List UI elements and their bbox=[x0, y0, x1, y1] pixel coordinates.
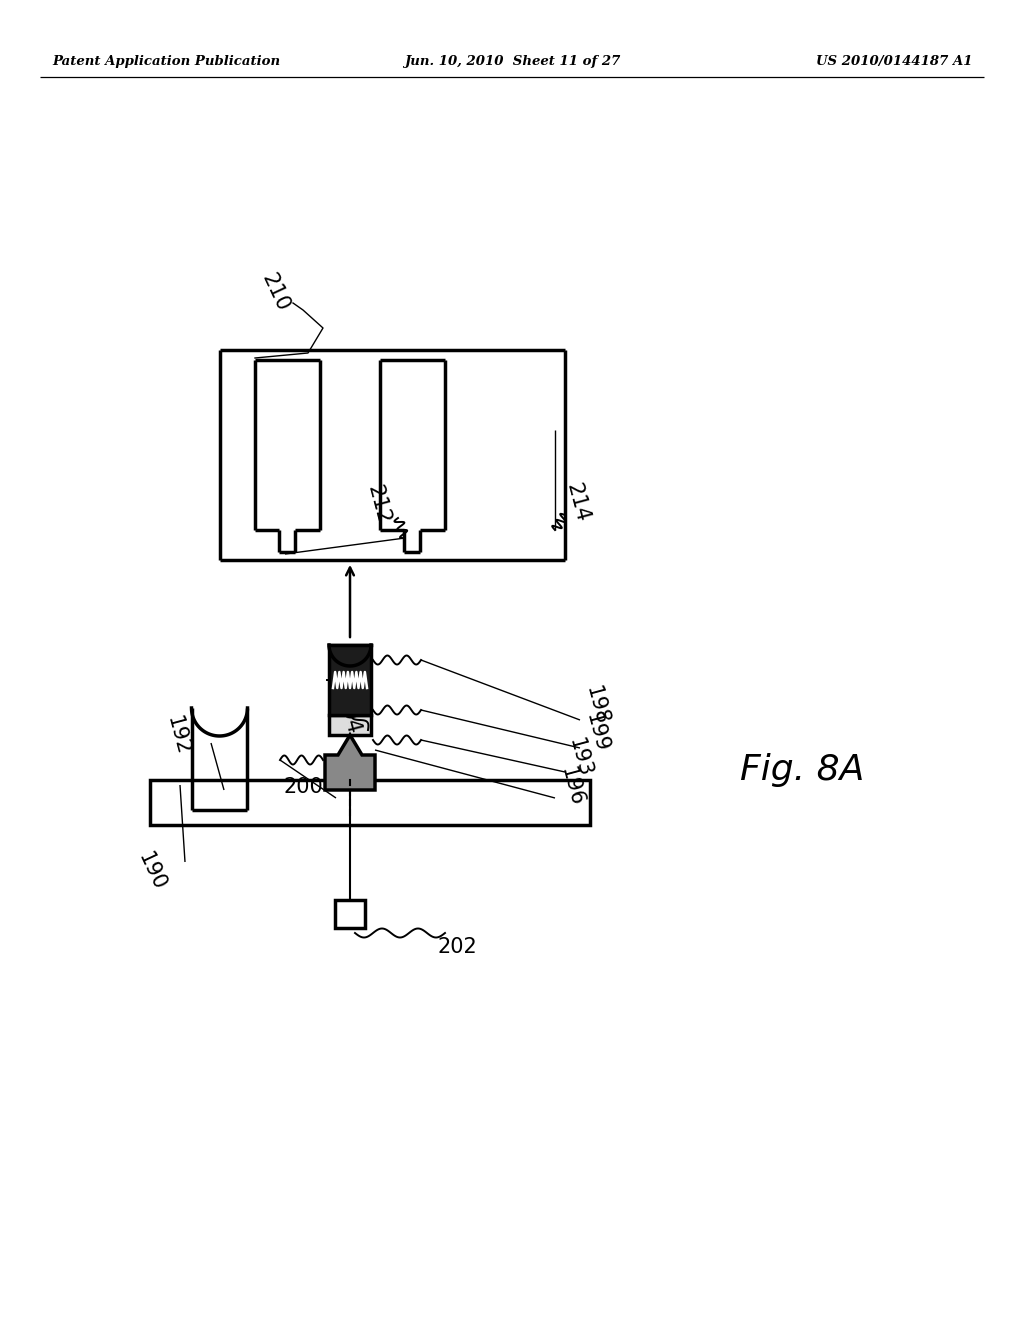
Text: 190: 190 bbox=[134, 850, 170, 894]
Bar bbox=[150, 780, 590, 825]
Text: 193: 193 bbox=[565, 737, 595, 780]
Text: Jun. 10, 2010  Sheet 11 of 27: Jun. 10, 2010 Sheet 11 of 27 bbox=[403, 55, 621, 69]
Text: US 2010/0144187 A1: US 2010/0144187 A1 bbox=[815, 55, 972, 69]
Text: 198: 198 bbox=[583, 684, 611, 727]
Text: Fig. 8A: Fig. 8A bbox=[740, 752, 864, 787]
Text: 200: 200 bbox=[283, 777, 323, 797]
Text: 210: 210 bbox=[258, 269, 293, 314]
Bar bbox=[329, 715, 371, 735]
Text: 196: 196 bbox=[557, 766, 587, 809]
Text: 202: 202 bbox=[437, 937, 477, 957]
Text: 194: 194 bbox=[333, 694, 362, 738]
Text: Patent Application Publication: Patent Application Publication bbox=[52, 55, 281, 69]
Text: 192: 192 bbox=[163, 714, 193, 758]
Bar bbox=[335, 900, 365, 928]
Polygon shape bbox=[325, 735, 375, 789]
Text: 214: 214 bbox=[562, 482, 592, 525]
Text: 199: 199 bbox=[583, 711, 611, 755]
Bar bbox=[329, 645, 371, 715]
Text: 212: 212 bbox=[364, 483, 393, 527]
